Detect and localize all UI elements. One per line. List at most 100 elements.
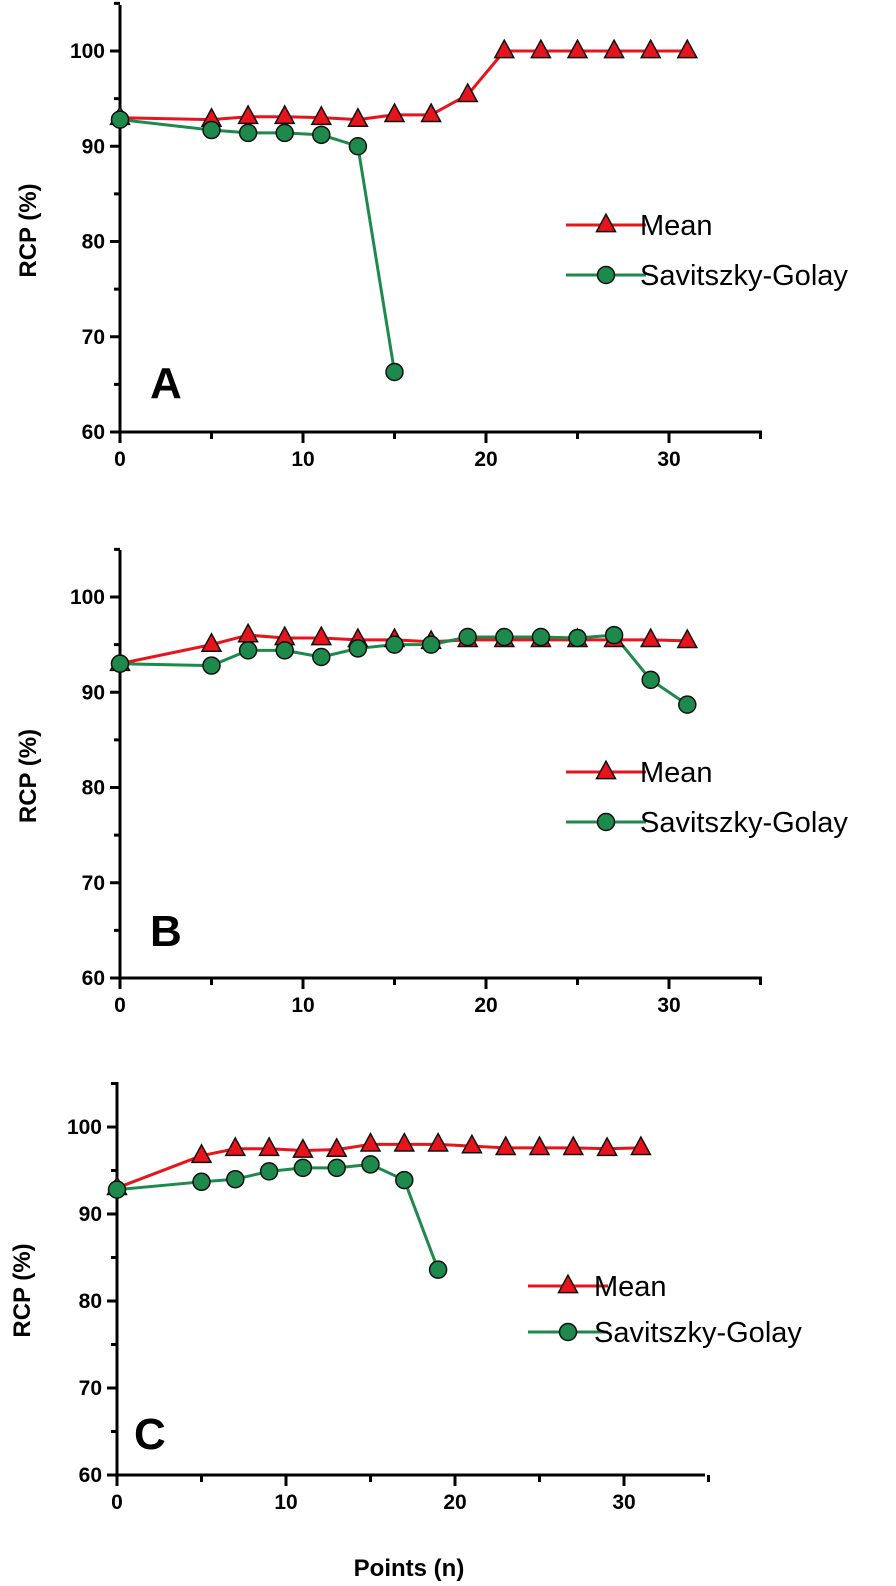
- mean-point: [562, 1135, 585, 1156]
- series-line-mean: [119, 49, 688, 122]
- legend-label: Savitszky-Golay: [640, 807, 848, 839]
- mean-point: [676, 38, 699, 59]
- mean-point: [190, 1143, 213, 1164]
- y-tick-label: 100: [67, 1116, 102, 1139]
- mean-point: [566, 38, 589, 59]
- savitszky-golay-point: [107, 1180, 127, 1199]
- savitszky-golay-point: [293, 1158, 313, 1178]
- y-tick-label: 90: [82, 681, 105, 704]
- legend-label: Savitszky-Golay: [640, 260, 848, 292]
- savitszky-golay-point: [531, 627, 551, 647]
- savitszky-golay-point: [275, 123, 294, 143]
- y-tick-label: 100: [70, 586, 105, 609]
- mean-point: [461, 1133, 483, 1154]
- savitszky-golay-point: [312, 125, 331, 145]
- savitszky-golay-point: [604, 625, 624, 645]
- y-tick-label: 60: [82, 421, 105, 444]
- mean-point: [420, 102, 442, 123]
- chart-panel-a: 60 70 80 90 100 0 10 20 30 RCP (%) A Mean Savitszky-…: [15, 1, 848, 471]
- x-tick-label: 20: [474, 994, 497, 1017]
- savitszky-golay-point: [348, 639, 368, 658]
- mean-point: [359, 1131, 382, 1152]
- x-tick-label: 20: [474, 448, 497, 471]
- mean-point: [325, 1137, 348, 1158]
- savitszky-golay-point: [348, 137, 368, 156]
- x-tick-label: 30: [657, 994, 680, 1017]
- legend-label: Mean: [640, 210, 713, 242]
- series-line-savitszky-golay: [116, 1162, 440, 1271]
- y-tick-label: 90: [82, 135, 105, 158]
- savitszky-golay-point: [458, 627, 477, 647]
- savitszky-golay-point: [428, 1260, 448, 1279]
- y-tick-label: 70: [79, 1377, 102, 1400]
- savitszky-golay-point: [361, 1155, 380, 1174]
- y-tick-label: 70: [82, 326, 105, 349]
- legend-marker-circle: [596, 265, 616, 285]
- chart-panel-b: 60 70 80 90 100 0 10 20 30 RCP (%) B Mean Savitszky-…: [15, 547, 848, 1017]
- savitszky-golay-point: [226, 1169, 245, 1189]
- mean-point: [596, 1136, 618, 1157]
- savitszky-golay-point: [421, 635, 441, 654]
- savitszky-golay-point: [641, 670, 660, 690]
- mean-point: [347, 107, 369, 127]
- mean-point: [528, 1135, 551, 1156]
- y-axis-title: RCP (%): [15, 729, 42, 823]
- mean-point: [383, 102, 406, 123]
- series-line-savitszky-golay: [119, 118, 396, 373]
- mean-point: [273, 104, 296, 125]
- y-tick-label: 90: [79, 1203, 102, 1226]
- mean-point: [494, 1135, 517, 1156]
- savitszky-golay-point: [238, 123, 258, 143]
- mean-point: [639, 627, 662, 648]
- mean-point: [639, 38, 662, 59]
- savitszky-golay-point: [312, 647, 331, 667]
- savitszky-golay-point: [327, 1158, 346, 1178]
- mean-point: [393, 1131, 416, 1152]
- mean-point: [310, 105, 333, 126]
- legend-label: Mean: [594, 1271, 667, 1303]
- x-tick-label: 10: [291, 448, 314, 471]
- savitszky-golay-point: [238, 641, 258, 660]
- savitszky-golay-point: [395, 1170, 414, 1190]
- y-tick-label: 80: [82, 777, 105, 800]
- mean-point: [237, 104, 259, 125]
- mean-point: [258, 1136, 280, 1157]
- legend-marker-triangle: [557, 1273, 579, 1294]
- legend: Mean Savitszky-Golay: [566, 210, 848, 292]
- mean-point: [237, 622, 259, 643]
- savitszky-golay-point: [202, 120, 221, 140]
- panel-label: C: [134, 1410, 166, 1459]
- y-tick-label: 60: [82, 967, 105, 990]
- mean-point: [292, 1138, 314, 1158]
- legend-marker-circle: [596, 812, 616, 832]
- x-tick-label: 20: [443, 1491, 466, 1514]
- y-tick-label: 80: [82, 231, 105, 254]
- y-tick-label: 80: [79, 1290, 102, 1313]
- panel-label: A: [150, 359, 182, 408]
- savitszky-golay-point: [495, 627, 514, 647]
- mean-point: [456, 82, 479, 103]
- savitszky-golay-point: [385, 635, 404, 654]
- y-tick-label: 70: [82, 872, 105, 895]
- mean-point: [224, 1136, 247, 1157]
- legend-marker-circle: [558, 1322, 578, 1342]
- savitszky-golay-point: [385, 362, 404, 382]
- mean-point: [200, 632, 223, 653]
- mean-point: [630, 1135, 652, 1156]
- savitszky-golay-point: [192, 1172, 211, 1192]
- mean-point: [493, 38, 516, 59]
- x-tick-label: 10: [274, 1491, 297, 1514]
- x-tick-label: 10: [291, 994, 314, 1017]
- y-axis-title: RCP (%): [9, 1243, 36, 1337]
- panel-label: B: [150, 907, 182, 956]
- legend-marker-triangle: [595, 212, 617, 233]
- chart-panel-c: 60 70 80 90 100 0 10 20 30 RCP (%) Points (n) C Mean…: [9, 1082, 802, 1582]
- x-tick-label: 30: [657, 448, 680, 471]
- mean-point: [676, 628, 699, 649]
- y-tick-label: 60: [79, 1464, 102, 1487]
- legend-label: Mean: [640, 757, 713, 789]
- savitszky-golay-point: [275, 641, 294, 660]
- legend-marker-triangle: [595, 759, 617, 780]
- x-tick-label: 0: [114, 994, 126, 1017]
- savitszky-golay-point: [110, 654, 130, 673]
